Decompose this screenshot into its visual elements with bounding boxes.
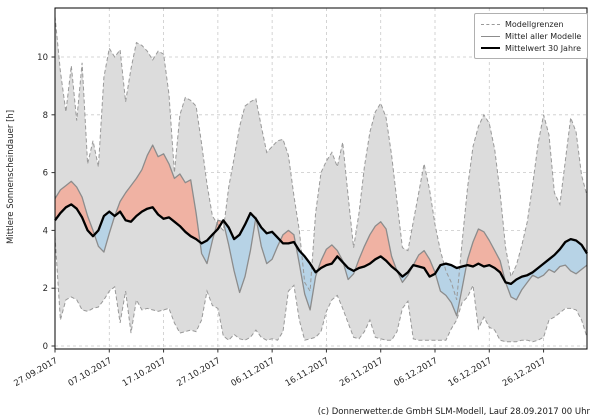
legend-label: Mittel aller Modelle [505, 31, 582, 41]
above-normal-fill [114, 145, 201, 243]
legend-item-30y-mean: Mittelwert 30 Jahre [481, 42, 581, 54]
y-tick-label: 8 [43, 111, 48, 121]
plot-border [54, 7, 588, 350]
x-tick-label: 27.09.2017 [12, 356, 59, 389]
copyright-footer: (c) Donnerwetter.de GmbH SLM-Modell, Lau… [317, 407, 590, 417]
legend-item-model-bounds: Modellgrenzen [481, 18, 581, 30]
x-tick-label: 06.12.2017 [392, 356, 439, 389]
y-tick-label: 6 [43, 169, 48, 179]
model-range-band [55, 16, 587, 342]
below-normal-fill [505, 239, 587, 300]
legend-label: Modellgrenzen [505, 19, 564, 29]
above-normal-fill [466, 229, 506, 283]
dashed-line-swatch-icon [481, 23, 500, 25]
legend-label: Mittelwert 30 Jahre [505, 43, 582, 53]
y-tick-label: 0 [43, 342, 48, 352]
below-normal-fill [200, 232, 215, 264]
above-normal-fill [413, 250, 436, 277]
x-tick-label: 07.10.2017 [67, 356, 114, 389]
x-tick-label: 16.12.2017 [447, 356, 494, 389]
below-normal-fill [94, 211, 115, 253]
y-tick-label: 4 [43, 226, 48, 236]
black-line-swatch-icon [481, 47, 500, 49]
model-mean-line [54, 144, 588, 317]
x-tick-label: 26.11.2017 [338, 356, 385, 389]
above-normal-fill [317, 244, 344, 271]
x-tick-label: 26.12.2017 [501, 356, 548, 389]
x-tick-label: 06.11.2017 [229, 356, 276, 389]
model-upper-bound-line [54, 16, 588, 300]
x-tick-label: 27.10.2017 [175, 356, 222, 389]
y-axis-label: Mittlere Sonnenscheindauer [h] [6, 109, 16, 244]
gray-line-swatch-icon [481, 35, 500, 37]
y-tick-label: 10 [37, 53, 48, 63]
chart-legend: Modellgrenzen Mittel aller Modelle Mitte… [474, 13, 588, 59]
model-lower-bound-line [54, 236, 588, 343]
x-tick-label: 17.10.2017 [121, 356, 168, 389]
climate-mean-line [54, 203, 588, 286]
y-tick-label: 2 [43, 284, 48, 294]
legend-item-model-mean: Mittel aller Modelle [481, 30, 581, 42]
x-tick-label: 16.11.2017 [284, 356, 331, 389]
